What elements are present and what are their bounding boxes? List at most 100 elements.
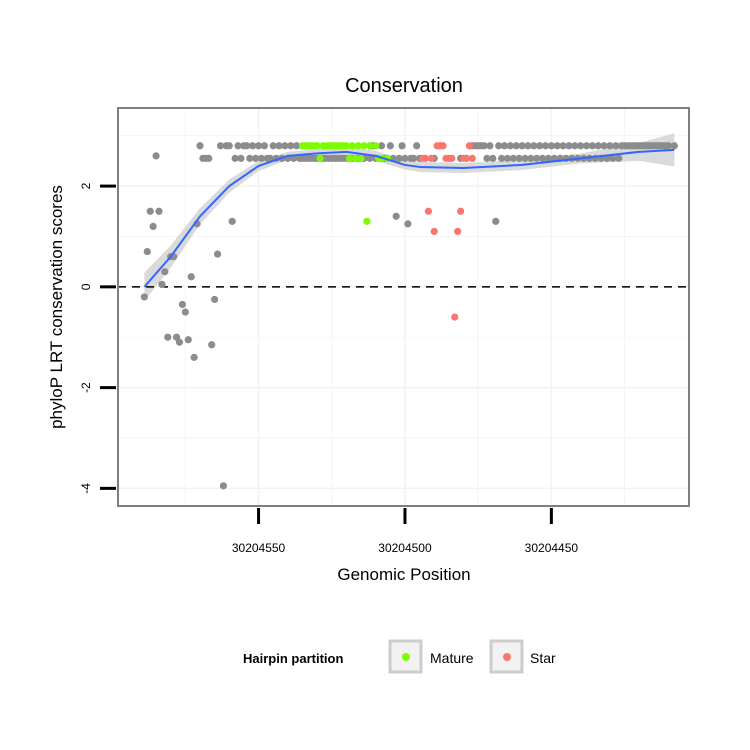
data-point-other [386, 142, 394, 150]
data-point-other [503, 154, 512, 162]
data-point-other [184, 336, 192, 344]
data-point-mature [357, 154, 365, 162]
data-point-mature [342, 142, 350, 150]
data-point-other [181, 308, 189, 316]
data-point-other [190, 353, 198, 361]
data-point-other [249, 142, 257, 150]
data-point-other [146, 207, 154, 215]
data-point-other [577, 142, 585, 150]
data-point-other [565, 142, 573, 150]
data-point-other [670, 142, 678, 150]
data-point-star [424, 207, 432, 215]
y-tick-label: 0 [79, 283, 93, 290]
data-point-other [257, 154, 266, 162]
data-point-other [413, 142, 421, 150]
data-point-other [612, 142, 620, 150]
data-point-other [544, 154, 553, 162]
data-point-other [536, 142, 544, 150]
data-point-other [600, 142, 608, 150]
data-point-star [465, 142, 473, 150]
data-point-other [266, 154, 274, 162]
data-point-other [547, 142, 555, 150]
data-point-other [281, 142, 289, 150]
smooth-line-layer [143, 148, 675, 288]
data-point-other [495, 142, 503, 150]
x-axis: 30204550 30204500 30204450 [232, 508, 579, 555]
data-point-other [571, 142, 579, 150]
data-point-other [512, 142, 520, 150]
data-point-mature [348, 142, 356, 150]
data-point-other [175, 338, 184, 346]
data-point-other [609, 154, 617, 162]
data-point-other [527, 154, 535, 162]
data-point-other [497, 154, 506, 162]
plot-panel [118, 108, 689, 506]
data-point-other [187, 273, 195, 281]
data-point-other [530, 142, 538, 150]
smooth-line [143, 148, 675, 288]
data-point-mature [316, 154, 324, 162]
y-tick-label: -4 [79, 483, 93, 494]
data-point-other [398, 142, 406, 150]
data-point-mature [351, 154, 359, 162]
data-point-other [225, 142, 233, 150]
data-point-other [246, 154, 254, 162]
legend-label-mature: Mature [430, 650, 474, 666]
x-tick-label: 30204450 [525, 541, 579, 555]
data-point-other [140, 293, 148, 301]
data-point-other [615, 154, 623, 162]
data-point-other [483, 154, 491, 162]
data-point-other [178, 300, 187, 309]
data-point-other [287, 142, 295, 150]
data-point-other [155, 207, 163, 215]
data-point-star [462, 154, 471, 162]
data-point-other [234, 142, 242, 150]
data-point-other [541, 142, 550, 150]
data-point-other [164, 333, 172, 341]
data-point-mature [313, 142, 321, 150]
data-point-other [211, 295, 219, 304]
data-point-mature [366, 142, 374, 150]
panel-border [117, 107, 690, 507]
smooth-confidence-band [144, 133, 675, 301]
data-point-other [395, 154, 403, 162]
data-point-other [533, 154, 541, 162]
data-point-star [439, 142, 447, 150]
data-point-star [421, 154, 430, 162]
data-point-other [377, 142, 386, 150]
legend-swatch-star [503, 653, 511, 661]
data-point-other [231, 154, 239, 162]
data-point-other [366, 154, 374, 162]
legend-label-star: Star [530, 650, 556, 666]
series-star [418, 142, 476, 321]
data-point-other [216, 142, 225, 150]
data-point-other [290, 154, 298, 162]
data-point-other [237, 154, 245, 162]
y-axis-title: phyloP LRT conservation scores [47, 185, 66, 429]
legend-title: Hairpin partition [243, 651, 343, 666]
legend-swatch-mature [402, 653, 410, 661]
data-point-star [457, 207, 465, 215]
x-axis-title: Genomic Position [337, 565, 470, 584]
data-point-other [219, 482, 228, 490]
data-point-star [454, 227, 462, 236]
data-point-other [213, 250, 222, 258]
data-point-other [149, 222, 157, 230]
data-point-other [243, 142, 251, 150]
data-point-star [430, 227, 438, 236]
data-point-other [275, 142, 283, 150]
data-point-other [664, 142, 673, 150]
series-mature [298, 142, 391, 225]
data-point-star [451, 313, 459, 321]
data-point-other [486, 142, 494, 150]
data-point-mature [345, 154, 353, 162]
data-point-mature [372, 142, 380, 150]
y-tick-label: -2 [79, 382, 93, 393]
data-point-other [515, 154, 523, 162]
y-axis: -4 -2 0 2 [79, 182, 116, 494]
data-point-other [404, 220, 412, 228]
data-point-other [228, 217, 236, 225]
chart-title: Conservation [345, 75, 463, 97]
data-point-other [196, 142, 204, 150]
